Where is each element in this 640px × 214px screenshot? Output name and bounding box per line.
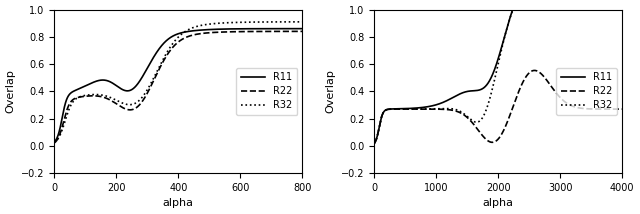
Line: R11: R11 [54, 29, 302, 142]
Line: R32: R32 [374, 10, 622, 143]
R11 [294, 27, 301, 30]
R22 [79, 95, 86, 98]
R32 [614, 8, 621, 11]
R32 [298, 21, 306, 23]
R22 [587, 108, 595, 110]
R22 [267, 30, 275, 33]
Y-axis label: Overlap: Overlap [6, 69, 15, 113]
X-axis label: alpha: alpha [483, 198, 514, 208]
R32 [93, 93, 101, 96]
R32 [399, 108, 406, 110]
R22 [298, 30, 306, 33]
Line: R32: R32 [54, 22, 302, 142]
R32 [509, 8, 517, 11]
R22 [614, 108, 621, 110]
X-axis label: alpha: alpha [163, 198, 194, 208]
R11 [146, 63, 154, 65]
R11 [618, 8, 626, 11]
R11 [51, 140, 58, 143]
R32 [267, 21, 275, 23]
R32 [618, 8, 626, 11]
R11 [93, 80, 101, 82]
R32 [156, 64, 164, 66]
R11 [476, 89, 484, 91]
R11 [587, 8, 595, 11]
R32 [413, 108, 421, 110]
R32 [476, 119, 484, 122]
R22 [93, 95, 101, 97]
R32 [371, 142, 378, 145]
R22 [156, 66, 164, 68]
Legend: R11, R22, R32: R11, R22, R32 [236, 68, 298, 115]
R22 [476, 131, 484, 134]
R32 [146, 85, 154, 87]
R32 [79, 95, 86, 97]
R11 [465, 90, 473, 92]
R22 [294, 30, 301, 33]
R22 [371, 142, 378, 145]
R32 [587, 8, 595, 11]
R32 [51, 141, 58, 144]
R11 [399, 107, 406, 110]
Line: R22: R22 [374, 70, 622, 143]
R22 [465, 118, 473, 121]
R11 [267, 27, 275, 30]
R22 [413, 108, 421, 110]
R11 [371, 142, 378, 145]
R22 [51, 141, 58, 144]
R32 [465, 117, 473, 120]
R11 [614, 8, 621, 11]
R22 [531, 69, 538, 72]
R22 [399, 108, 406, 110]
Line: R11: R11 [374, 10, 622, 143]
Legend: R11, R22, R32: R11, R22, R32 [556, 68, 618, 115]
Y-axis label: Overlap: Overlap [325, 69, 335, 113]
R11 [79, 86, 86, 88]
R22 [146, 88, 154, 90]
R11 [298, 27, 306, 30]
Line: R22: R22 [54, 31, 302, 143]
R11 [509, 8, 516, 11]
R11 [413, 107, 421, 109]
R11 [156, 46, 164, 49]
R22 [618, 108, 626, 110]
R32 [294, 21, 301, 23]
